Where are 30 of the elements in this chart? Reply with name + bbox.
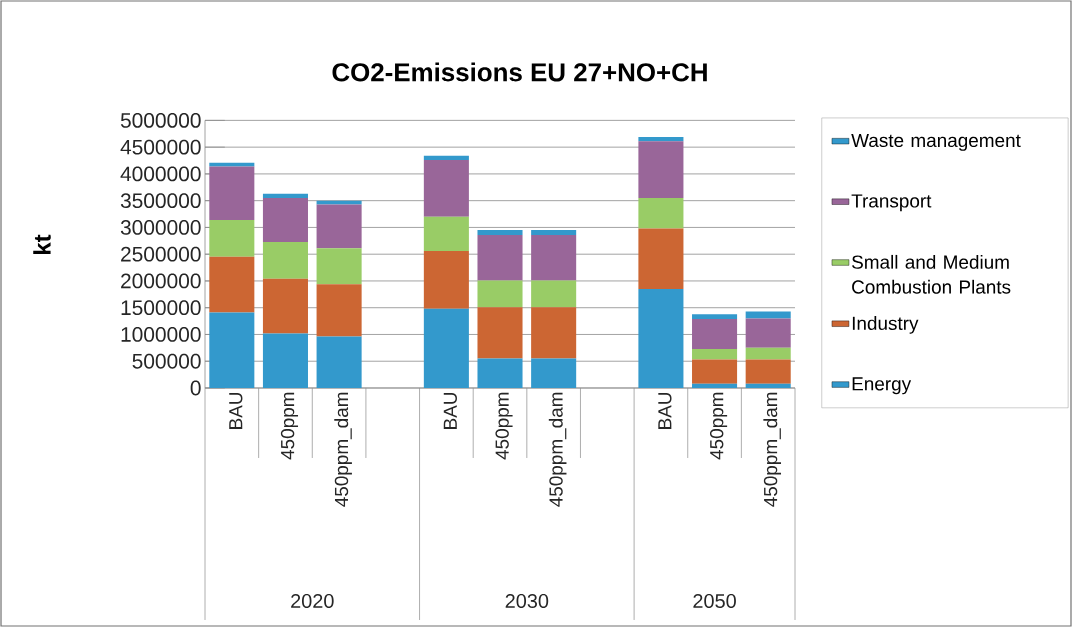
legend-label: Energy [852,377,912,395]
y-tick-label: 3500000 [120,193,201,209]
y-tick-label: 1500000 [121,300,201,316]
y-tick-label: 2000000 [121,273,201,289]
y-tick-label: 1000000 [121,327,201,342]
x-tick-label: 450ppm_dam [334,392,352,507]
text: 2030 [505,593,549,609]
x-tick-label: 450ppm_dam [763,392,782,507]
x-tick-label: 450ppm [709,392,728,460]
y-tick-label: 2500000 [121,246,201,262]
x-tick-label: BAU [658,392,672,429]
y-tick-label: 0 [190,380,201,396]
text: 2020 [291,593,334,609]
y-axis-title: kt [33,234,51,254]
legend-label: Waste management [851,133,1021,151]
chart-title: CO2-Emissions EU 27+NO+CH [332,62,707,82]
x-tick-label: 450ppm [280,392,299,460]
legend-label: Industry [852,316,919,334]
x-tick-label: BAU [229,392,243,429]
x-tick-label: BAU [443,392,457,429]
y-tick-label: 5000000 [120,112,201,128]
text: 2050 [693,593,736,609]
y-tick-label: 4000000 [120,166,201,182]
x-tick-label: 450ppm [495,392,513,460]
legend-label: Transport [851,194,932,212]
y-tick-label: 500000 [132,353,201,369]
legend-label: Small and Medium Combustion Plants [852,254,1011,294]
x-tick-label: 450ppm_dam [548,392,567,507]
y-tick-label: 4500000 [120,139,201,155]
y-tick-label: 3000000 [120,220,201,235]
